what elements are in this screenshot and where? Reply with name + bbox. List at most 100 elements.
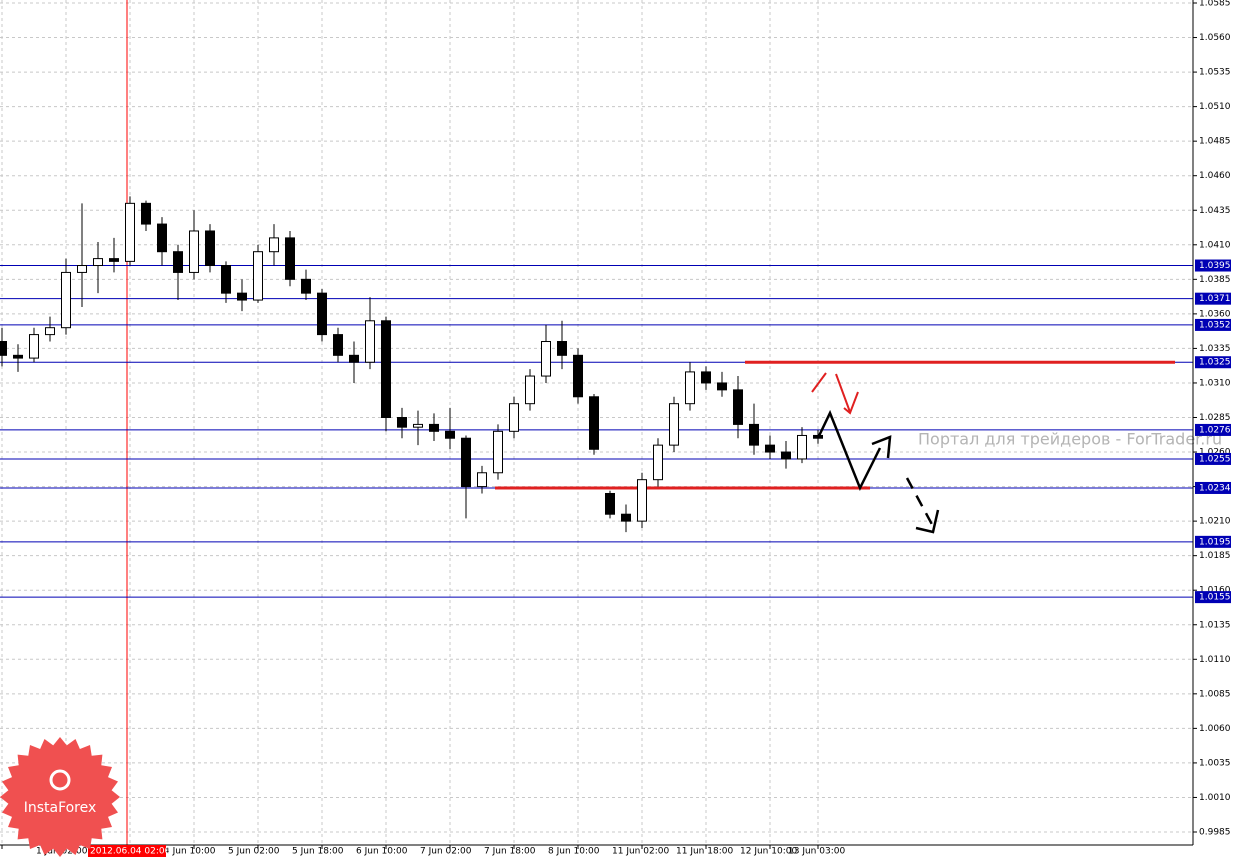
y-tick-label: 1.0260 [1199, 448, 1231, 458]
candle-body [381, 320, 391, 418]
candle-body [781, 451, 791, 460]
candle-body [141, 202, 151, 225]
y-tick-label: 1.0410 [1199, 240, 1231, 250]
x-tick-label: 4 Jun 10:00 [164, 847, 216, 857]
forecast-path [816, 409, 882, 492]
candle-body [621, 513, 631, 522]
candle-body [285, 237, 295, 280]
x-tick-label: 5 Jun 02:00 [228, 847, 280, 857]
cursor-label-bg [88, 845, 166, 857]
candle-body [461, 437, 471, 488]
logo-text: InstaForex [24, 800, 97, 816]
level-label-bg [1195, 535, 1231, 548]
arrow-head [871, 435, 892, 459]
candle-body [221, 265, 231, 294]
candle-body [109, 258, 119, 262]
levels [0, 265, 1193, 598]
cursor-label: 2012.06.04 02:00 [90, 847, 171, 857]
y-tick-label: 1.0385 [1199, 275, 1231, 285]
candle-body [749, 423, 759, 446]
level-label: 1.0255 [1199, 454, 1231, 464]
candle-body [397, 417, 407, 428]
level-label-bg [1195, 481, 1231, 494]
level-label: 1.0352 [1199, 320, 1231, 330]
candle-body [589, 396, 599, 450]
candle-body [509, 403, 519, 432]
y-tick-label: 1.0085 [1199, 689, 1231, 699]
level-label-bg [1195, 259, 1231, 272]
y-tick-label: 1.0285 [1199, 413, 1231, 423]
x-tick-label: 12 Jun 10:00 [740, 847, 797, 857]
x-tick-label: 11 Jun 18:00 [676, 847, 733, 857]
candle-body [301, 278, 311, 294]
candle-body [237, 292, 247, 301]
candle-body [733, 389, 743, 425]
candle-body [317, 292, 327, 336]
arrow-head [915, 509, 940, 534]
candle-body [173, 251, 183, 273]
y-tick-label: 1.0435 [1199, 206, 1231, 216]
level-label-bg [1195, 591, 1231, 604]
candle-body [77, 265, 87, 273]
arrow-head [843, 391, 859, 415]
level-label: 1.0276 [1199, 425, 1231, 435]
y-tick-label: 1.0485 [1199, 137, 1231, 147]
candle-body [717, 382, 727, 391]
x-tick-label: 8 Jun 10:00 [548, 847, 600, 857]
candle-body [93, 258, 103, 267]
x-tick-label: 7 Jun 18:00 [484, 847, 536, 857]
level-label-bg [1195, 292, 1231, 305]
y-tick-label: 1.0360 [1199, 309, 1231, 319]
y-tick-label: 1.0110 [1199, 655, 1231, 665]
x-tick-label: 11 Jun 02:00 [612, 847, 669, 857]
logo-icon [49, 769, 71, 791]
y-tick-label: 1.0135 [1199, 620, 1231, 630]
candle-body [573, 354, 583, 398]
candle-body [493, 430, 503, 474]
y-tick-label: 1.0535 [1199, 68, 1231, 78]
forecast-dashed [905, 477, 937, 531]
candle-body [269, 237, 279, 253]
red-arrow [835, 373, 851, 413]
x-tick-label: 6 Jun 10:00 [356, 847, 408, 857]
candle-body [653, 444, 663, 481]
y-tick-label: 1.0060 [1199, 724, 1231, 734]
candle-body [45, 327, 55, 336]
candle-body [365, 320, 375, 363]
logo-badge [0, 737, 120, 857]
candle-body [797, 434, 807, 460]
forecast-arrows [811, 372, 940, 534]
y-tick-label: 1.0460 [1199, 171, 1231, 181]
candle-body [125, 202, 135, 262]
red-arrow [811, 372, 827, 393]
candle-body [333, 334, 343, 356]
candle-body [445, 430, 455, 439]
candle-body [557, 341, 567, 356]
y-tick-label: 1.0510 [1199, 102, 1231, 112]
level-label: 1.0395 [1199, 261, 1231, 271]
logo: InstaForex [0, 737, 120, 857]
candle-body [13, 354, 23, 359]
level-label-bg [1195, 318, 1231, 331]
candle-body [525, 375, 535, 405]
level-label: 1.0155 [1199, 593, 1231, 603]
y-tick-label: 1.0160 [1199, 586, 1231, 596]
y-tick-label: 1.0310 [1199, 378, 1231, 388]
x-tick-label: 5 Jun 18:00 [292, 847, 344, 857]
y-tick-label: 1.0010 [1199, 793, 1231, 803]
candle-body [637, 479, 647, 522]
grid [0, 0, 1193, 845]
y-tick-label: 1.0210 [1199, 517, 1231, 527]
candle-body [349, 354, 359, 363]
level-label-bg [1195, 356, 1231, 369]
candle-body [29, 334, 39, 359]
candle-body [605, 492, 615, 515]
level-label: 1.0234 [1199, 483, 1231, 493]
y-tick-label: 1.0335 [1199, 344, 1231, 354]
level-label: 1.0195 [1199, 537, 1231, 547]
candle-body [765, 444, 775, 453]
level-label: 1.0371 [1199, 294, 1231, 304]
watermark: Портал для трейдеров - ForTrader.ru [918, 430, 1222, 449]
